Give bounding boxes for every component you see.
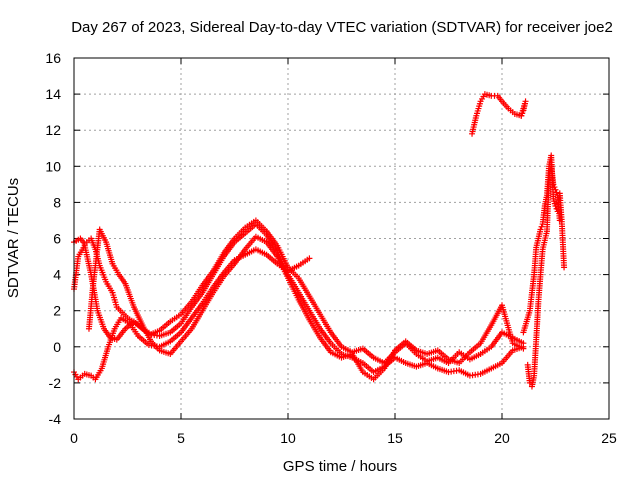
- chart-title: Day 267 of 2023, Sidereal Day-to-day VTE…: [71, 19, 613, 36]
- plot-frame: [73, 57, 610, 420]
- y-tick-label: 10: [45, 158, 61, 174]
- y-tick-label: 8: [53, 194, 61, 210]
- series-track-d: [85, 226, 527, 383]
- series-track-g: [524, 163, 563, 390]
- data-point: [306, 255, 313, 262]
- data-point: [520, 107, 527, 114]
- data-point: [537, 226, 544, 233]
- y-tick-label: -2: [49, 375, 62, 391]
- y-tick-label: 12: [45, 122, 61, 138]
- data-point: [551, 184, 558, 191]
- y-tick-label: 16: [45, 50, 61, 66]
- x-tick-label: 10: [280, 430, 296, 446]
- data-point: [556, 217, 563, 224]
- axis-ticks: 0 5 10 15 20 25 -4 -2 0 2 4 6 8 10 12 14 16: [45, 50, 617, 446]
- data-point: [520, 340, 527, 347]
- data-point: [552, 186, 559, 193]
- data-point: [550, 181, 557, 188]
- y-tick-label: -4: [49, 411, 62, 427]
- y-tick-label: 6: [53, 231, 61, 247]
- y-tick-label: 4: [53, 267, 61, 283]
- data-point: [520, 345, 527, 352]
- y-tick-label: 14: [45, 86, 61, 102]
- x-tick-label: 20: [494, 430, 510, 446]
- series-track-e: [469, 91, 529, 137]
- y-tick-label: 0: [53, 339, 61, 355]
- grid: [74, 58, 609, 419]
- data-series: [71, 91, 568, 390]
- y-tick-label: 2: [53, 303, 61, 319]
- data-point: [518, 112, 525, 119]
- x-tick-label: 5: [177, 430, 185, 446]
- data-point: [519, 110, 526, 117]
- data-point: [538, 223, 545, 230]
- x-tick-label: 0: [70, 430, 78, 446]
- y-axis-label: SDTVAR / TECUs: [5, 178, 22, 298]
- x-tick-label: 15: [387, 430, 403, 446]
- data-point: [553, 189, 560, 196]
- x-tick-label: 25: [601, 430, 617, 446]
- data-point: [561, 264, 568, 271]
- x-axis-label: GPS time / hours: [283, 458, 397, 475]
